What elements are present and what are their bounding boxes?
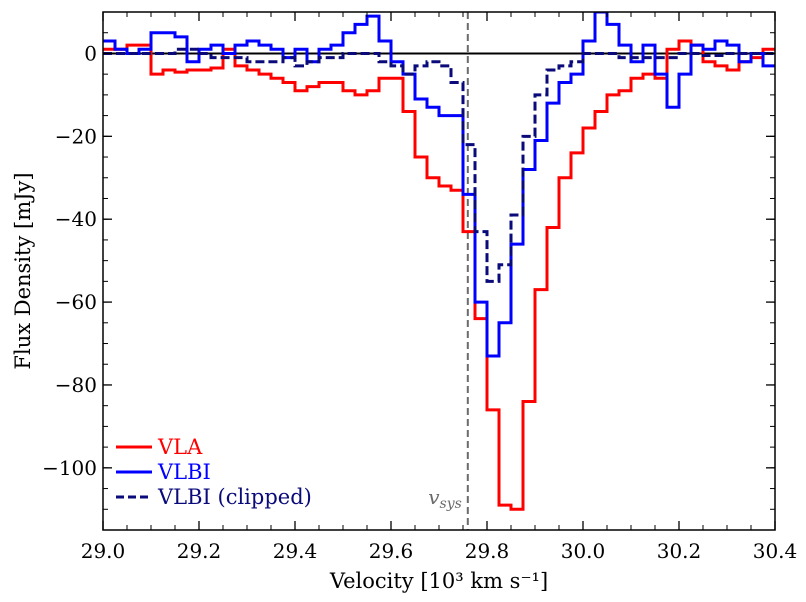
x-tick-label: 30.4 xyxy=(753,539,798,563)
y-tick-label: −100 xyxy=(42,456,97,480)
series-group xyxy=(103,12,775,511)
x-tick-label: 30.0 xyxy=(561,539,606,563)
legend-item-vlbi: VLBI xyxy=(116,460,211,484)
vsys-label: vsys xyxy=(428,485,462,512)
x-tick-label: 29.8 xyxy=(465,539,510,563)
y-tick-label: 0 xyxy=(84,41,97,65)
x-axis-label: Velocity [10³ km s⁻¹] xyxy=(329,569,548,593)
legend-label: VLBI (clipped) xyxy=(157,485,312,509)
legend-label: VLBI xyxy=(157,460,211,484)
y-tick-label: −20 xyxy=(55,124,97,148)
vsys-label-subscript: sys xyxy=(440,496,462,512)
y-tick-label: −80 xyxy=(55,373,97,397)
x-tick-label: 29.6 xyxy=(369,539,414,563)
legend-label: VLA xyxy=(157,435,203,459)
series-vlbi-clipped xyxy=(103,47,775,283)
legend-item-vla: VLA xyxy=(116,435,203,459)
y-axis-label: Flux Density [mJy] xyxy=(11,172,35,369)
plot-area: vsys xyxy=(103,12,775,530)
axes: 29.0 29.2 29.4 29.6 29.8 30.0 30.2 30.4 0 −20 −40 −… xyxy=(11,11,798,593)
legend-item-vlbi-clipped: VLBI (clipped) xyxy=(116,485,312,509)
series-vlbi xyxy=(103,12,775,358)
x-tick-label: 30.2 xyxy=(657,539,702,563)
x-tick-label: 29.4 xyxy=(273,539,318,563)
x-tick-label: 29.0 xyxy=(81,539,126,563)
x-tick-label: 29.2 xyxy=(177,539,222,563)
y-tick-label: −40 xyxy=(55,207,97,231)
vsys-label-main: v xyxy=(428,485,440,509)
y-tick-label: −60 xyxy=(55,290,97,314)
